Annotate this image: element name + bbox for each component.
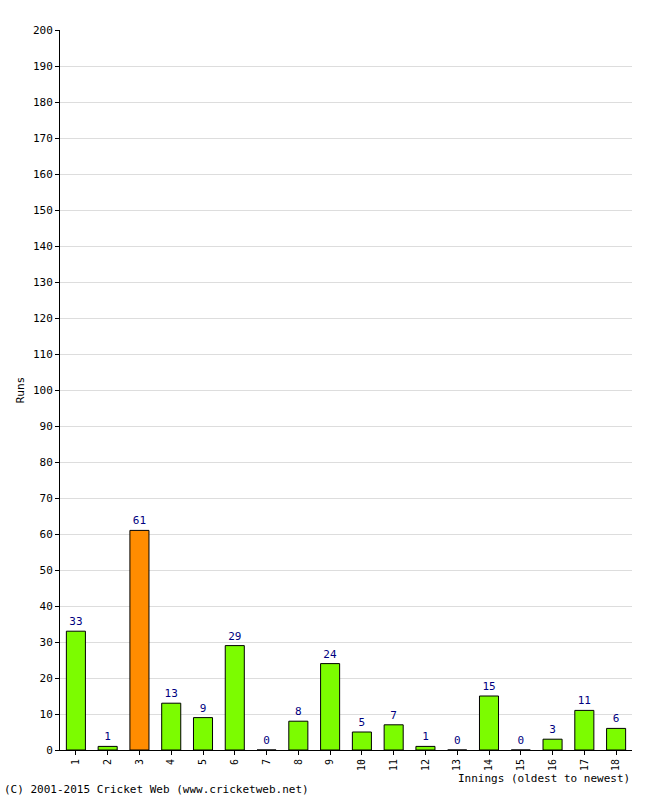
svg-text:11: 11 xyxy=(578,694,591,707)
svg-text:(C) 2001-2015 Cricket Web (www: (C) 2001-2015 Cricket Web (www.cricketwe… xyxy=(4,783,309,796)
svg-text:0: 0 xyxy=(517,734,524,747)
svg-text:12: 12 xyxy=(420,759,431,771)
svg-text:7: 7 xyxy=(261,759,272,765)
svg-text:10: 10 xyxy=(40,708,53,721)
svg-text:29: 29 xyxy=(228,630,241,643)
svg-text:70: 70 xyxy=(40,492,53,505)
svg-text:10: 10 xyxy=(356,759,367,771)
svg-text:120: 120 xyxy=(33,312,53,325)
svg-text:190: 190 xyxy=(33,60,53,73)
svg-text:3: 3 xyxy=(134,759,145,765)
svg-text:Innings (oldest to newest): Innings (oldest to newest) xyxy=(458,772,630,785)
svg-text:18: 18 xyxy=(610,759,621,771)
svg-text:11: 11 xyxy=(388,759,399,771)
svg-text:13: 13 xyxy=(165,687,178,700)
svg-text:80: 80 xyxy=(40,456,53,469)
svg-text:3: 3 xyxy=(549,723,556,736)
svg-text:0: 0 xyxy=(263,734,270,747)
svg-text:15: 15 xyxy=(482,680,495,693)
svg-text:1: 1 xyxy=(70,759,81,765)
svg-text:6: 6 xyxy=(229,759,240,765)
svg-text:2: 2 xyxy=(102,759,113,765)
svg-text:7: 7 xyxy=(390,709,397,722)
svg-text:200: 200 xyxy=(33,24,53,37)
svg-text:20: 20 xyxy=(40,672,53,685)
svg-text:180: 180 xyxy=(33,96,53,109)
svg-text:Runs: Runs xyxy=(14,377,27,404)
svg-text:50: 50 xyxy=(40,564,53,577)
svg-text:160: 160 xyxy=(33,168,53,181)
svg-text:17: 17 xyxy=(579,759,590,771)
svg-text:150: 150 xyxy=(33,204,53,217)
svg-text:40: 40 xyxy=(40,600,53,613)
svg-text:130: 130 xyxy=(33,276,53,289)
svg-text:24: 24 xyxy=(323,648,337,661)
svg-text:15: 15 xyxy=(515,759,526,771)
svg-text:4: 4 xyxy=(165,759,176,765)
svg-text:5: 5 xyxy=(197,759,208,765)
svg-text:13: 13 xyxy=(451,759,462,771)
svg-text:16: 16 xyxy=(547,759,558,771)
svg-text:110: 110 xyxy=(33,348,53,361)
svg-text:90: 90 xyxy=(40,420,53,433)
svg-text:8: 8 xyxy=(295,705,302,718)
svg-text:9: 9 xyxy=(324,759,335,765)
svg-text:61: 61 xyxy=(133,514,146,527)
svg-text:170: 170 xyxy=(33,132,53,145)
svg-text:100: 100 xyxy=(33,384,53,397)
svg-text:6: 6 xyxy=(613,712,620,725)
svg-text:33: 33 xyxy=(69,615,82,628)
svg-text:0: 0 xyxy=(454,734,461,747)
svg-text:1: 1 xyxy=(422,730,429,743)
svg-text:30: 30 xyxy=(40,636,53,649)
svg-text:60: 60 xyxy=(40,528,53,541)
svg-text:9: 9 xyxy=(200,702,207,715)
svg-text:5: 5 xyxy=(359,716,366,729)
svg-text:140: 140 xyxy=(33,240,53,253)
svg-text:1: 1 xyxy=(104,730,111,743)
svg-text:14: 14 xyxy=(483,759,494,771)
svg-text:0: 0 xyxy=(46,744,53,757)
svg-text:8: 8 xyxy=(293,759,304,765)
